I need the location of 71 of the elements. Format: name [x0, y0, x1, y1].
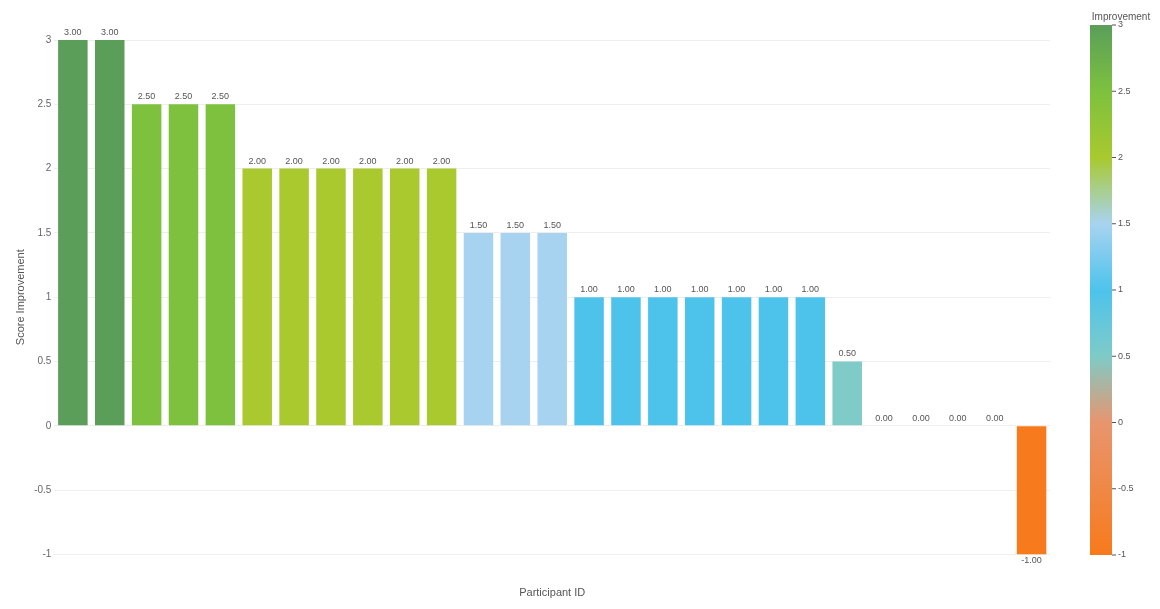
data-label: 2.50 — [174, 91, 193, 102]
data-label: 2.00 — [395, 155, 414, 166]
bar — [205, 104, 236, 426]
data-label: 0.00 — [912, 412, 930, 423]
data-label: 2.00 — [322, 155, 340, 166]
bar — [574, 297, 604, 426]
bar — [389, 168, 420, 426]
data-label: 1.00 — [764, 284, 783, 295]
y-tick-label: 1 — [45, 290, 52, 302]
data-label: 1.00 — [654, 284, 672, 295]
color-bar-label: 1 — [1118, 284, 1124, 295]
data-label: 2.00 — [285, 155, 303, 166]
data-label: 0.00 — [985, 412, 1004, 423]
bar — [58, 40, 88, 426]
color-bar-label: 2.5 — [1118, 85, 1131, 96]
bar — [500, 232, 531, 426]
data-label: 0.50 — [838, 348, 856, 359]
bar — [684, 297, 715, 426]
data-label: -1.00 — [1021, 555, 1042, 566]
data-label: 2.00 — [248, 155, 266, 166]
bar — [611, 297, 641, 426]
y-tick-label: 2 — [45, 162, 52, 174]
bar — [1016, 426, 1047, 555]
bar — [242, 168, 272, 426]
data-label: 2.00 — [359, 155, 377, 166]
bar — [168, 104, 199, 426]
bar — [832, 361, 862, 426]
data-label: 3.00 — [64, 26, 82, 37]
color-bar-label: 0 — [1118, 416, 1124, 427]
color-bar-title: Improvement — [1091, 10, 1151, 22]
data-label: 2.50 — [137, 91, 156, 102]
data-label: 1.50 — [469, 219, 488, 230]
data-label: 1.00 — [690, 284, 709, 295]
bar — [648, 297, 678, 426]
y-tick-label: -0.5 — [34, 483, 52, 495]
color-bar-label: 2 — [1118, 151, 1124, 162]
color-bar-label: -1 — [1118, 549, 1127, 560]
bar — [463, 232, 494, 426]
data-label: 0.00 — [949, 412, 967, 423]
bar — [758, 297, 789, 426]
data-label: 2.50 — [211, 91, 230, 102]
x-axis-title: Participant ID — [519, 586, 586, 599]
y-tick-label: 0 — [45, 419, 52, 431]
bar — [537, 232, 567, 426]
color-bar-label: 3 — [1118, 19, 1124, 30]
data-label: 3.00 — [100, 26, 119, 37]
data-label: 1.00 — [801, 284, 820, 295]
bar — [131, 104, 162, 426]
data-label: 1.50 — [506, 219, 525, 230]
bar — [353, 168, 383, 426]
bar — [426, 168, 457, 426]
color-bar-label: 0.5 — [1118, 350, 1131, 361]
data-label: 0.00 — [875, 412, 893, 423]
y-tick-label: 2.5 — [37, 98, 52, 110]
bar — [795, 297, 826, 426]
y-tick-label: -1 — [42, 548, 52, 560]
bar — [279, 168, 309, 426]
y-axis-title: Score Improvement — [13, 249, 26, 346]
data-label: 2.00 — [432, 155, 451, 166]
bar — [94, 40, 125, 426]
color-bar-label: -0.5 — [1118, 483, 1134, 494]
bar — [316, 168, 346, 426]
color-bar-label: 1.5 — [1118, 218, 1131, 229]
data-label: 1.00 — [727, 284, 746, 295]
data-label: 1.50 — [543, 219, 561, 230]
data-label: 1.00 — [580, 284, 598, 295]
data-label: 1.00 — [617, 284, 635, 295]
y-tick-label: 3 — [45, 33, 52, 45]
bar — [721, 297, 752, 426]
y-tick-label: 0.5 — [37, 355, 52, 367]
y-tick-label: 1.5 — [37, 226, 52, 238]
